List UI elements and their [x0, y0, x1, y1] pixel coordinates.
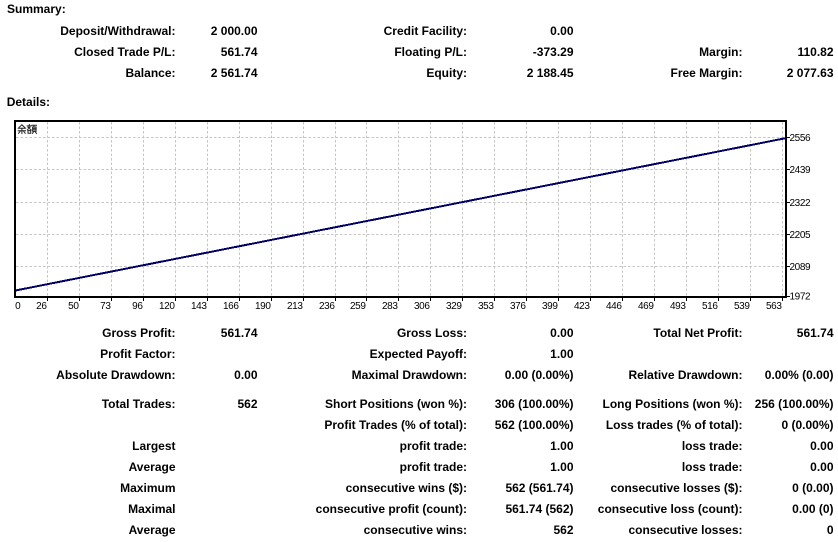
svg-text:0: 0 [15, 301, 21, 312]
svg-text:50: 50 [68, 301, 79, 312]
svg-text:469: 469 [638, 301, 654, 312]
svg-text:2439: 2439 [790, 165, 811, 176]
svg-text:2205: 2205 [790, 230, 811, 241]
svg-text:2322: 2322 [790, 198, 811, 209]
svg-text:2089: 2089 [790, 262, 811, 273]
svg-text:516: 516 [702, 301, 718, 312]
svg-text:26: 26 [36, 301, 47, 312]
svg-text:283: 283 [382, 301, 398, 312]
svg-text:73: 73 [100, 301, 111, 312]
svg-text:423: 423 [574, 301, 590, 312]
svg-text:96: 96 [132, 301, 143, 312]
svg-text:166: 166 [223, 301, 239, 312]
svg-text:143: 143 [191, 301, 207, 312]
svg-text:376: 376 [510, 301, 526, 312]
svg-text:259: 259 [350, 301, 366, 312]
svg-text:213: 213 [287, 301, 303, 312]
svg-text:353: 353 [478, 301, 494, 312]
svg-text:329: 329 [446, 301, 462, 312]
svg-text:306: 306 [414, 301, 430, 312]
svg-text:446: 446 [606, 301, 622, 312]
svg-text:563: 563 [766, 301, 782, 312]
svg-text:2556: 2556 [790, 133, 811, 144]
svg-text:190: 190 [255, 301, 271, 312]
svg-text:1972: 1972 [790, 292, 811, 303]
svg-text:120: 120 [159, 301, 175, 312]
svg-text:539: 539 [734, 301, 750, 312]
svg-text:399: 399 [542, 301, 558, 312]
svg-text:493: 493 [670, 301, 686, 312]
svg-text:236: 236 [319, 301, 335, 312]
